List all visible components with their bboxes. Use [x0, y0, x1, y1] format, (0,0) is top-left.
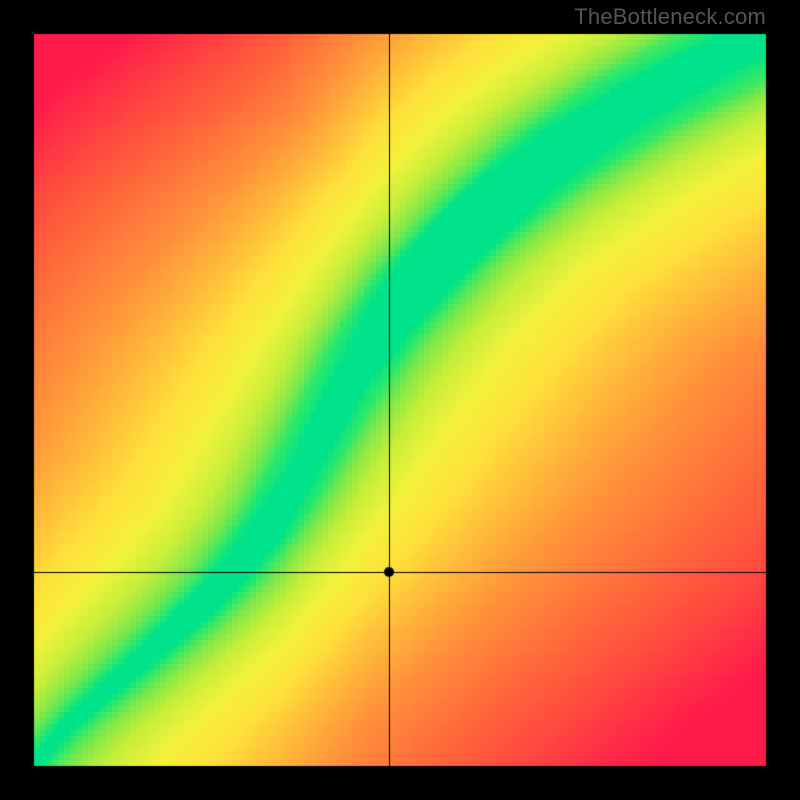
heatmap-canvas: [0, 0, 800, 800]
watermark-text: TheBottleneck.com: [574, 4, 766, 30]
chart-container: TheBottleneck.com: [0, 0, 800, 800]
